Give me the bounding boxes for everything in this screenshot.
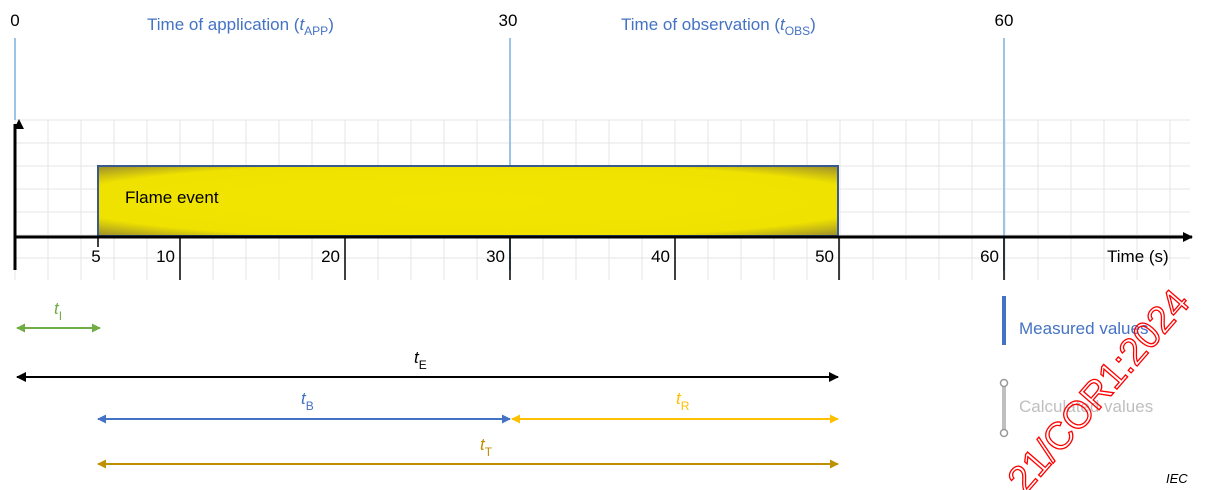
legend-calculated-icon	[999, 378, 1009, 438]
tick-label-20: 20	[321, 247, 340, 266]
legend: Measured values Calculated values	[999, 296, 1153, 438]
axis-label-time: Time (s)	[1107, 247, 1169, 266]
legend-calculated-label: Calculated values	[1019, 397, 1153, 416]
phase-observation-label: Time of observation (tOBS)	[621, 15, 816, 38]
legend-measured-label: Measured values	[1019, 319, 1148, 338]
interval-label-tR: tR	[676, 389, 690, 413]
interval-label-tI: tI	[54, 299, 62, 323]
tick-label-50: 50	[815, 247, 834, 266]
tick-label-40: 40	[651, 247, 670, 266]
interval-label-tB: tB	[301, 389, 314, 413]
tick-label-5: 5	[91, 247, 100, 266]
interval-label-tE: tE	[414, 348, 427, 372]
flame-event-label: Flame event	[125, 188, 219, 207]
marker-label-60: 60	[995, 11, 1014, 30]
marker-label-30: 30	[499, 11, 518, 30]
source-label: IEC	[1166, 471, 1188, 486]
marker-label-0: 0	[10, 11, 19, 30]
tick-label-30: 30	[486, 247, 505, 266]
flame-event-box	[97, 165, 839, 237]
tick-label-60: 60	[980, 247, 999, 266]
interval-label-tT: tT	[480, 435, 493, 459]
phase-application-label: Time of application (tAPP)	[147, 15, 334, 38]
watermark: 21/COR1:2024	[1000, 282, 1198, 490]
tick-label-10: 10	[156, 247, 175, 266]
